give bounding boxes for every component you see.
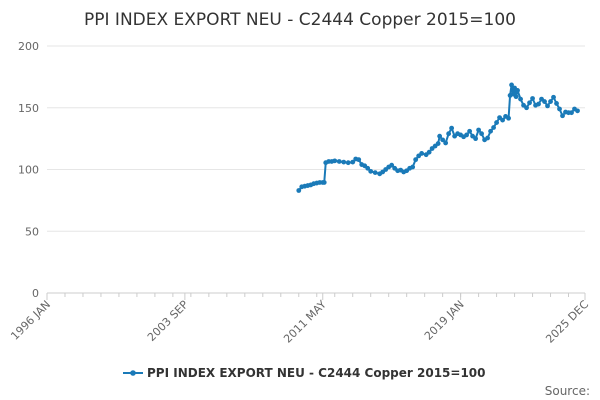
data-point[interactable] — [389, 162, 395, 168]
data-point[interactable] — [545, 103, 550, 109]
data-point[interactable] — [476, 127, 481, 133]
y-tick-label: 200 — [18, 40, 39, 53]
data-point[interactable] — [488, 128, 493, 134]
data-point[interactable] — [321, 180, 327, 185]
data-point[interactable] — [524, 105, 529, 111]
data-point[interactable] — [410, 164, 416, 170]
data-point[interactable] — [530, 96, 535, 101]
data-point[interactable] — [491, 125, 496, 130]
data-point[interactable] — [413, 157, 419, 163]
data-point[interactable] — [341, 159, 347, 165]
data-point[interactable] — [372, 170, 378, 175]
data-point[interactable] — [473, 136, 478, 142]
data-point[interactable] — [515, 88, 520, 93]
data-point[interactable] — [575, 108, 580, 114]
source-label: Source: — [545, 384, 590, 398]
data-point[interactable] — [548, 99, 553, 104]
data-point[interactable] — [554, 101, 559, 106]
data-point[interactable] — [332, 158, 338, 164]
data-point[interactable] — [506, 115, 511, 121]
grid-lines — [47, 45, 585, 232]
data-point[interactable] — [446, 131, 452, 137]
y-tick-label: 150 — [18, 102, 39, 115]
y-tick-label: 0 — [32, 287, 39, 300]
data-point[interactable] — [443, 140, 449, 146]
data-point[interactable] — [336, 159, 342, 164]
axes: 0 50 100 150 200 1996 JAN 2003 SEP 2011 MAY 2019… — [8, 40, 591, 346]
y-tick-label: 100 — [18, 164, 39, 177]
data-point[interactable] — [368, 168, 374, 174]
legend[interactable]: PPI INDEX EXPORT NEU - C2444 Copper 2015… — [123, 366, 486, 380]
data-point[interactable] — [557, 106, 562, 112]
data-point[interactable] — [345, 160, 351, 166]
data-point[interactable] — [440, 137, 446, 143]
data-point[interactable] — [426, 149, 432, 155]
data-point[interactable] — [551, 94, 556, 100]
data-point[interactable] — [449, 125, 455, 131]
data-point[interactable] — [485, 135, 490, 141]
series-group — [296, 82, 580, 193]
data-point[interactable] — [435, 141, 441, 146]
legend-label: PPI INDEX EXPORT NEU - C2444 Copper 2015… — [147, 366, 486, 380]
chart-title: PPI INDEX EXPORT NEU - C2444 Copper 2015… — [84, 10, 516, 30]
data-point[interactable] — [350, 159, 356, 165]
legend-point-marker — [130, 370, 136, 376]
data-point[interactable] — [527, 100, 532, 106]
data-point[interactable] — [464, 132, 470, 138]
x-tick-label: 2003 SEP — [145, 298, 191, 344]
data-point[interactable] — [365, 165, 371, 171]
data-point[interactable] — [494, 120, 499, 125]
data-point[interactable] — [518, 96, 523, 102]
x-tick-label: 1996 JAN — [8, 298, 53, 343]
data-point[interactable] — [509, 82, 514, 88]
x-tick-label: 2011 MAY — [281, 298, 329, 346]
x-tick-label: 2019 JAN — [422, 298, 467, 343]
data-point[interactable] — [356, 157, 362, 163]
y-tick-label: 50 — [25, 225, 39, 238]
data-point[interactable] — [560, 113, 565, 119]
data-point[interactable] — [513, 94, 519, 100]
data-point[interactable] — [500, 117, 505, 123]
data-point[interactable] — [437, 133, 443, 139]
data-point[interactable] — [536, 101, 541, 107]
data-point[interactable] — [479, 131, 484, 137]
data-point[interactable] — [296, 188, 302, 193]
data-point[interactable] — [419, 151, 425, 156]
data-point[interactable] — [467, 128, 473, 134]
data-point[interactable] — [569, 110, 574, 116]
data-point[interactable] — [542, 99, 547, 104]
x-tick-label: 2025 DEC — [543, 298, 591, 346]
